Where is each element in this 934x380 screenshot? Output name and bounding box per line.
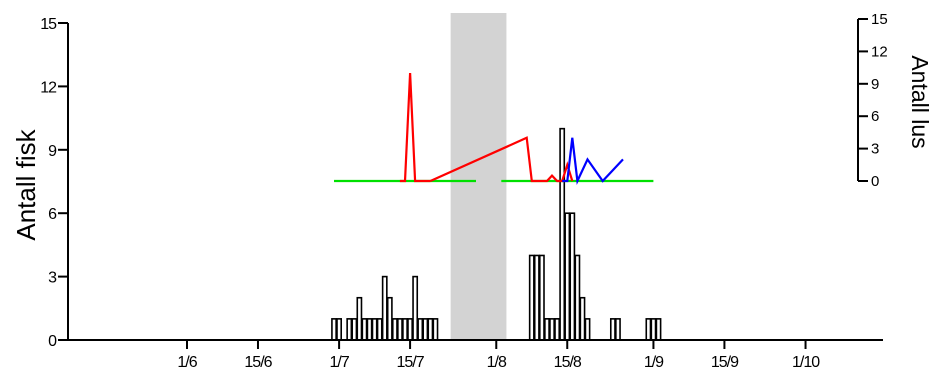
fish-bar-9 [376, 318, 383, 341]
fish-bar-14 [402, 318, 408, 341]
x-tick-label-8: 1/10 [792, 354, 820, 371]
x-tick-label-7: 15/9 [711, 354, 739, 371]
lice-line-0-0 [399, 72, 431, 183]
fish-bar-extra-0 [427, 318, 434, 341]
fish-bar-22 [533, 254, 540, 341]
fish-bar-37 [645, 318, 652, 341]
fish-bar-6 [361, 318, 368, 341]
fish-bar-36 [615, 318, 621, 341]
left-y-tick-label-4: 12 [40, 79, 57, 96]
fish-bar-13 [397, 318, 403, 341]
fish-bar-12 [391, 318, 398, 341]
fish-bar-25 [549, 318, 555, 341]
x-tick-label-3: 15/7 [397, 354, 425, 371]
fish-bar-15 [407, 318, 413, 341]
x-tick-label-0: 1/6 [177, 354, 197, 371]
fish-bar-38 [650, 318, 657, 341]
fish-bar-28 [564, 212, 571, 341]
left-y-tick-label-5: 15 [40, 16, 57, 33]
fish-bar-extra-1 [432, 318, 439, 341]
x-tick-label-2: 1/7 [329, 354, 349, 371]
fish-bar-7 [366, 318, 373, 341]
axes: 0 3 6 9 12 15 1/6 15/6 1/7 15/7 1/8 15/8 1/9 15/9 1/10… [40, 11, 887, 371]
fish-bar-extra-2 [544, 318, 550, 341]
right-y-tick-label-4: 12 [871, 43, 888, 60]
left-y-tick-label-3: 9 [48, 143, 57, 160]
fish-bar-29 [569, 212, 576, 341]
fish-bar-16 [412, 275, 419, 341]
fish-bar-32 [584, 318, 591, 341]
x-tick-label-1: 15/6 [244, 354, 272, 371]
right-y-tick-label-1: 3 [871, 141, 879, 158]
fish-bar-extra-3 [554, 318, 561, 341]
lice-line-1-0 [562, 137, 624, 185]
fish-bar-23 [538, 254, 545, 341]
fish-bar-31 [579, 296, 586, 341]
fish-bar-27 [559, 127, 566, 341]
right-y-tick-label-3: 9 [871, 76, 879, 93]
fish-bars [331, 127, 662, 341]
x-tick-label-4: 1/8 [487, 354, 507, 371]
lice-line-0-1 [429, 136, 574, 183]
fish-bar-39 [655, 318, 662, 341]
fish-bar-21 [528, 254, 535, 341]
fish-bar-17 [417, 318, 424, 341]
lice-lines [334, 72, 654, 185]
fish-bar-35 [609, 318, 616, 341]
left-y-tick-label-2: 6 [48, 206, 57, 223]
x-tick-label-5: 15/8 [554, 354, 582, 371]
fish-bar-10 [381, 275, 388, 341]
fish-bar-8 [371, 318, 378, 341]
fish-bar-30 [574, 254, 581, 341]
fish-bar-0 [331, 318, 337, 341]
left-axis-title: Antall fisk [11, 128, 41, 240]
right-axis-title: Antall lus [907, 55, 933, 148]
fish-bar-18 [422, 318, 429, 341]
right-y-tick-label-2: 6 [871, 108, 879, 125]
left-y-tick-label-1: 3 [48, 270, 57, 287]
right-y-tick-label-0: 0 [871, 173, 879, 190]
left-y-tick-label-0: 0 [48, 333, 57, 350]
right-y-tick-label-5: 15 [871, 11, 888, 28]
fish-bar-1 [336, 318, 342, 341]
fish-bar-11 [386, 296, 393, 341]
fish-bar-3 [346, 318, 353, 341]
shaded-region [450, 13, 507, 340]
fish-bar-5 [356, 296, 363, 341]
x-tick-label-6: 1/9 [644, 354, 664, 371]
fish-bar-4 [351, 318, 358, 341]
